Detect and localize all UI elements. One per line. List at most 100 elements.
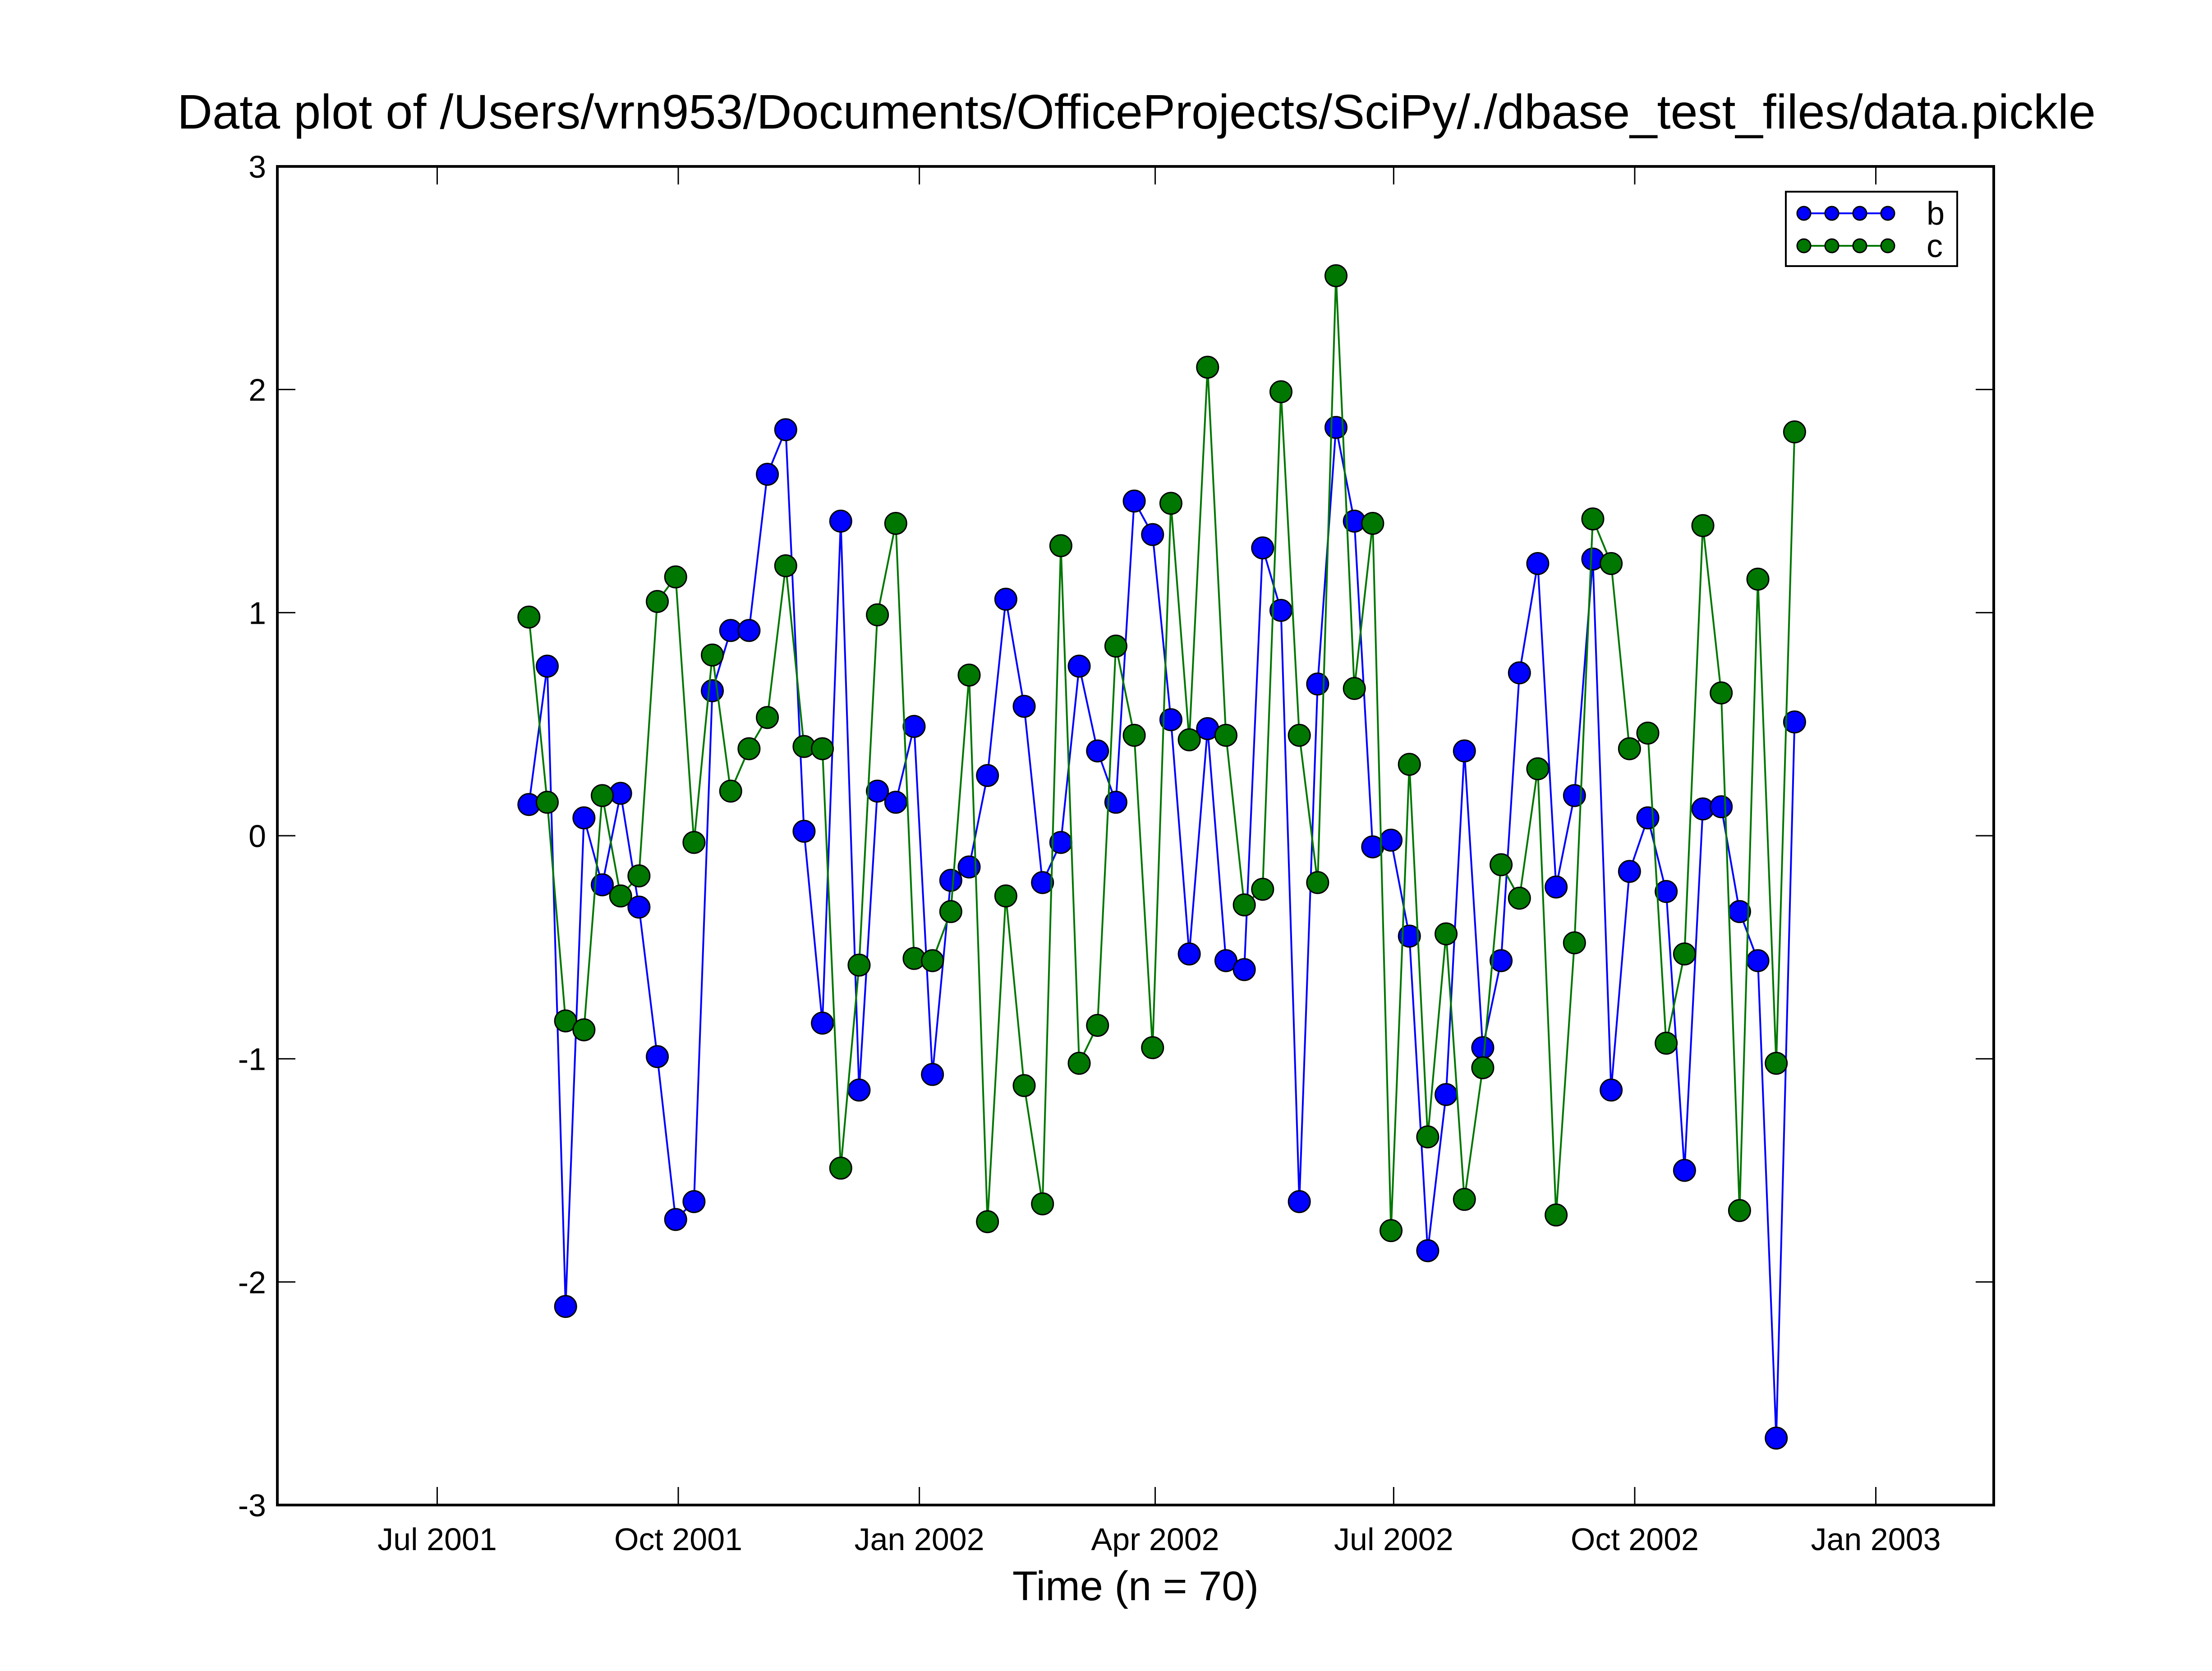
legend-entries: bc: [1796, 196, 1945, 264]
data-point-b: [939, 869, 962, 892]
data-point-c: [682, 831, 706, 854]
data-point-b: [1673, 1159, 1696, 1182]
data-point-c: [737, 737, 761, 760]
x-tick-label: Oct 2001: [614, 1522, 742, 1557]
data-point-c: [1177, 728, 1201, 751]
data-point-b: [1251, 536, 1274, 560]
data-point-c: [1636, 721, 1660, 745]
data-point-c: [774, 554, 797, 577]
data-point-b: [1159, 708, 1182, 732]
x-tick-label: Apr 2002: [1091, 1522, 1219, 1557]
data-point-b: [1655, 880, 1678, 903]
legend-marker-b: [1880, 206, 1895, 221]
data-point-c: [847, 953, 871, 977]
legend-marker-b: [1796, 206, 1812, 221]
data-point-b: [1214, 949, 1237, 972]
data-point-c: [1435, 922, 1458, 946]
data-point-b: [646, 1045, 669, 1068]
data-point-c: [1765, 1052, 1788, 1075]
data-point-b: [554, 1295, 577, 1318]
data-point-c: [646, 590, 669, 613]
data-point-c: [884, 511, 907, 535]
data-point-c: [1269, 380, 1292, 404]
data-point-b: [1618, 860, 1641, 883]
data-point-c: [572, 1018, 596, 1041]
y-tick-label: 2: [248, 373, 266, 408]
data-point-c: [1104, 635, 1127, 658]
data-point-b: [1490, 949, 1513, 972]
data-point-b: [1380, 829, 1403, 852]
legend-entry-b: b: [1796, 196, 1945, 232]
data-point-c: [536, 791, 559, 814]
legend-marker-c: [1852, 238, 1867, 253]
data-point-b: [1012, 695, 1036, 718]
data-point-c: [609, 884, 632, 908]
data-point-c: [1490, 853, 1513, 876]
data-point-b: [627, 895, 651, 919]
data-point-b: [682, 1190, 706, 1213]
data-point-c: [1343, 677, 1366, 700]
data-point-b: [1526, 552, 1550, 575]
data-point-c: [976, 1210, 999, 1234]
data-point-c: [1710, 681, 1733, 704]
x-axis-title: Time (n = 70): [1012, 1563, 1259, 1609]
y-tick-label: 3: [248, 149, 266, 184]
data-point-c: [517, 605, 541, 629]
legend-entry-c: c: [1796, 228, 1943, 264]
data-point-b: [921, 1063, 944, 1086]
series-line-c: [528, 276, 1796, 1231]
data-point-b: [1545, 875, 1568, 899]
legend-marker-c: [1824, 238, 1840, 253]
legend-marker-c: [1880, 238, 1895, 253]
data-point-c: [1288, 723, 1311, 747]
y-tick-label: -1: [238, 1042, 266, 1077]
data-point-b: [1636, 806, 1660, 829]
data-point-b: [774, 418, 797, 442]
data-point-b: [829, 510, 852, 533]
data-point-b: [1177, 942, 1201, 966]
data-point-b: [1710, 795, 1733, 819]
legend-label-c: c: [1927, 228, 1943, 264]
data-point-b: [847, 1078, 871, 1102]
data-point-b: [1453, 739, 1476, 763]
legend-label-b: b: [1927, 196, 1945, 232]
data-point-c: [994, 884, 1017, 908]
data-point-c: [1563, 931, 1586, 954]
data-point-b: [1232, 958, 1256, 981]
data-point-c: [1324, 264, 1348, 287]
data-point-b: [1435, 1083, 1458, 1106]
data-point-c: [554, 1009, 577, 1033]
series-layer: [517, 264, 1806, 1450]
data-point-b: [1086, 739, 1109, 763]
y-tick-label: -2: [238, 1265, 266, 1300]
data-point-b: [1600, 1078, 1623, 1102]
data-point-b: [1122, 489, 1146, 513]
y-tick-label: -3: [238, 1488, 266, 1523]
x-axis-ticks: Jul 2001 Oct 2001 Jan 2002 Apr 2002 Jul 2002…: [377, 166, 1941, 1557]
data-point-c: [939, 900, 962, 923]
data-point-b: [1398, 925, 1421, 948]
data-point-c: [1453, 1188, 1476, 1211]
chart-title: Data plot of /Users/vrn953/Documents/Off…: [177, 84, 2096, 139]
data-point-c: [866, 603, 889, 626]
data-point-c: [1141, 1036, 1164, 1059]
data-point-b: [994, 588, 1017, 611]
data-point-b: [976, 764, 999, 787]
data-point-c: [1398, 753, 1421, 776]
data-point-b: [811, 1012, 834, 1035]
data-point-c: [591, 784, 614, 807]
data-point-c: [1122, 723, 1146, 747]
data-point-b: [1288, 1190, 1311, 1213]
data-point-b: [591, 873, 614, 897]
data-point-b: [572, 806, 596, 829]
data-point-b: [1783, 710, 1806, 734]
data-point-b: [866, 779, 889, 803]
data-point-c: [1691, 514, 1715, 537]
data-point-c: [1012, 1074, 1036, 1097]
data-point-b: [701, 679, 724, 702]
data-point-c: [1214, 723, 1237, 747]
legend-marker-b: [1824, 206, 1840, 221]
x-tick-label: Jul 2002: [1334, 1522, 1453, 1557]
data-point-c: [1526, 757, 1550, 781]
